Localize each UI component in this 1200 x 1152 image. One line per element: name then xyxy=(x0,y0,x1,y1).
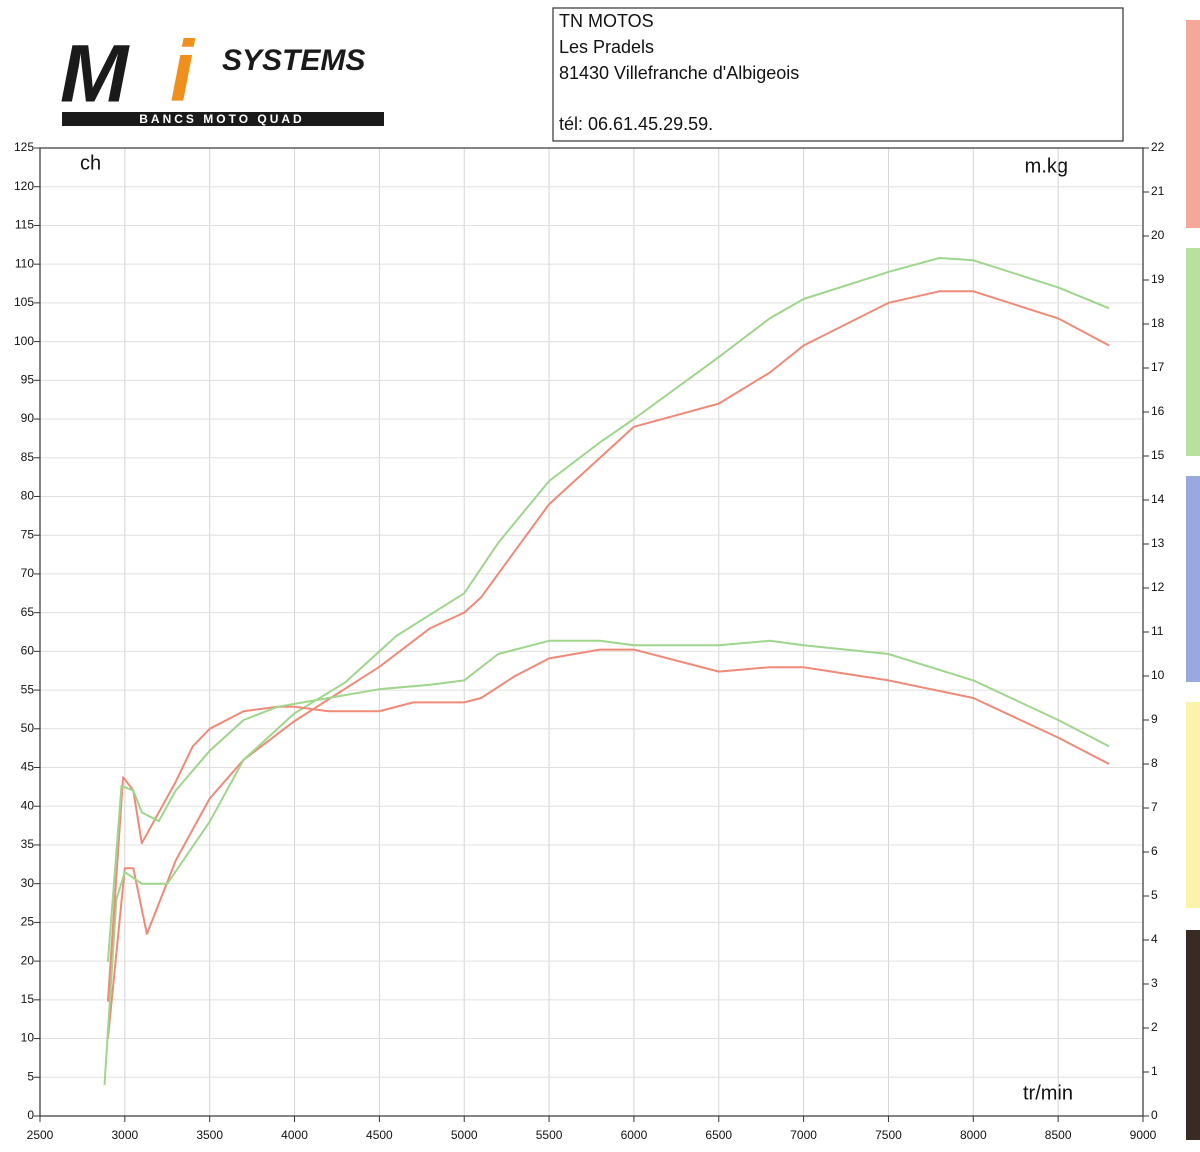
y-tick-label: 30 xyxy=(21,876,35,890)
y2-tick-label: 16 xyxy=(1151,404,1165,418)
y2-tick-label: 17 xyxy=(1151,360,1165,374)
x-tick-label: 3000 xyxy=(111,1128,138,1142)
y-tick-label: 120 xyxy=(14,179,34,193)
logo-letter: i xyxy=(170,24,196,120)
y2-tick-label: 21 xyxy=(1151,184,1165,198)
logo: M i SYSTEMS BANCS MOTO QUAD xyxy=(60,24,384,126)
y2-tick-label: 11 xyxy=(1151,624,1164,638)
x-tick-label: 5500 xyxy=(536,1128,563,1142)
address-line: tél: 06.61.45.29.59. xyxy=(559,114,713,134)
y2-tick-label: 12 xyxy=(1151,580,1165,594)
x-tick-label: 2500 xyxy=(27,1128,54,1142)
y2-tick-label: 22 xyxy=(1151,140,1165,154)
x-tick-label: 9000 xyxy=(1130,1128,1157,1142)
x-tick-label: 7500 xyxy=(875,1128,902,1142)
y2-tick-label: 3 xyxy=(1151,976,1158,990)
x-tick-label: 7000 xyxy=(790,1128,817,1142)
x-tick-label: 8500 xyxy=(1045,1128,1072,1142)
y-tick-label: 35 xyxy=(21,837,35,851)
y2-tick-label: 18 xyxy=(1151,316,1165,330)
y-tick-label: 70 xyxy=(21,566,35,580)
y-tick-label: 40 xyxy=(21,798,35,812)
address-line: TN MOTOS xyxy=(559,11,654,31)
y-tick-label: 50 xyxy=(21,721,35,735)
series-line xyxy=(106,639,1110,963)
y2-tick-label: 19 xyxy=(1151,272,1165,286)
color-strip xyxy=(1186,476,1200,682)
y-tick-label: 25 xyxy=(21,915,35,929)
y-tick-label: 15 xyxy=(21,992,35,1006)
series-line xyxy=(103,257,1110,1086)
y-tick-label: 0 xyxy=(27,1108,34,1122)
x-tick-label: 6500 xyxy=(705,1128,732,1142)
x-axis-label: tr/min xyxy=(1023,1082,1073,1104)
y-tick-label: 95 xyxy=(21,372,35,386)
color-strip xyxy=(1186,248,1200,456)
y-tick-label: 20 xyxy=(21,953,35,967)
y2-axis-label: m.kg xyxy=(1025,155,1068,177)
y-tick-label: 125 xyxy=(14,140,34,154)
y-tick-label: 5 xyxy=(27,1069,34,1083)
x-tick-label: 8000 xyxy=(960,1128,987,1142)
plot-frame xyxy=(39,147,1144,1117)
y2-tick-label: 14 xyxy=(1151,492,1165,506)
address-line: Les Pradels xyxy=(559,37,654,57)
y-tick-label: 10 xyxy=(21,1031,35,1045)
logo-letter: M xyxy=(60,29,130,120)
y-tick-label: 60 xyxy=(21,644,35,658)
color-strip xyxy=(1186,702,1200,908)
y2-tick-label: 20 xyxy=(1151,228,1165,242)
x-tick-label: 6000 xyxy=(621,1128,648,1142)
y2-tick-label: 0 xyxy=(1151,1108,1158,1122)
y-tick-label: 75 xyxy=(21,527,35,541)
y2-tick-label: 9 xyxy=(1151,712,1158,726)
y2-tick-label: 6 xyxy=(1151,844,1158,858)
y-tick-label: 115 xyxy=(15,218,34,232)
x-tick-label: 3500 xyxy=(196,1128,223,1142)
logo-brand: SYSTEMS xyxy=(222,44,365,77)
x-tick-label: 4000 xyxy=(281,1128,308,1142)
y-tick-label: 105 xyxy=(14,295,34,309)
y2-tick-label: 7 xyxy=(1151,800,1158,814)
y-tick-label: 90 xyxy=(21,411,35,425)
color-strip xyxy=(1186,930,1200,1140)
logo-bar xyxy=(62,112,384,126)
series-line xyxy=(106,648,1110,1002)
y-tick-label: 85 xyxy=(21,450,35,464)
address-box xyxy=(552,7,1124,142)
y2-tick-label: 2 xyxy=(1151,1020,1158,1034)
y-tick-label: 80 xyxy=(21,489,35,503)
y-axis-label: ch xyxy=(80,152,101,174)
address-line: 81430 Villefranche d'Albigeois xyxy=(559,63,799,83)
y-tick-label: 45 xyxy=(21,760,35,774)
y2-tick-label: 8 xyxy=(1151,756,1158,770)
color-strip xyxy=(1186,20,1200,228)
y2-tick-label: 4 xyxy=(1151,932,1158,946)
y2-tick-label: 13 xyxy=(1151,536,1165,550)
y2-tick-label: 10 xyxy=(1151,668,1165,682)
y-tick-label: 65 xyxy=(21,605,35,619)
y-tick-label: 110 xyxy=(15,256,34,270)
y2-tick-label: 15 xyxy=(1151,448,1165,462)
y-tick-label: 100 xyxy=(14,334,34,348)
x-tick-label: 4500 xyxy=(366,1128,393,1142)
y2-tick-label: 1 xyxy=(1151,1064,1158,1078)
y2-tick-label: 5 xyxy=(1151,888,1158,902)
y-tick-label: 55 xyxy=(21,682,35,696)
logo-tagline: BANCS MOTO QUAD xyxy=(139,112,304,126)
x-tick-label: 5000 xyxy=(451,1128,478,1142)
series-line xyxy=(106,290,1110,1039)
